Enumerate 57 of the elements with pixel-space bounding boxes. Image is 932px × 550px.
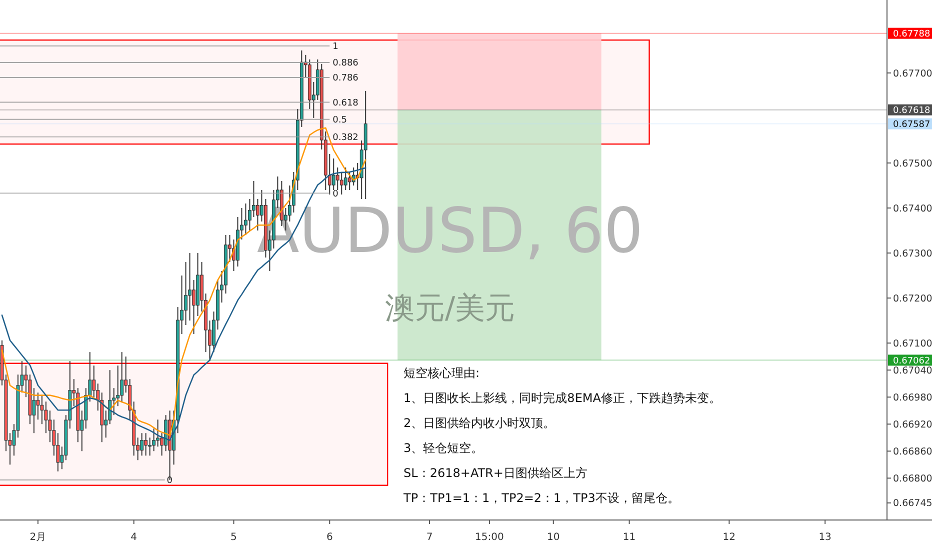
annotation: 3、轻仓短空。 <box>404 441 484 455</box>
annotation: 1、日图收长上影线，同时完成8EMA修正，下跌趋势未变。 <box>404 391 721 405</box>
y-tick-label: 0.66800 <box>893 473 932 484</box>
candlestick <box>344 166 348 190</box>
candlestick <box>336 166 340 190</box>
annotation: 0.618 <box>332 98 359 108</box>
candlestick <box>156 419 160 448</box>
y-tick-label: 0.67100 <box>893 338 932 350</box>
x-tick-label: 13 <box>818 532 832 543</box>
ref-line-label: 0.67618 <box>893 106 930 116</box>
annotation: 短空核心理由: <box>404 366 480 380</box>
candlestick <box>188 252 192 322</box>
annotation: SL：2618+ATR+日图供给区上方 <box>404 466 588 480</box>
x-tick-label: 7 <box>426 532 433 543</box>
x-tick-label: 6 <box>326 532 333 543</box>
y-tick-label: 0.66980 <box>893 392 932 404</box>
x-tick-label: 12 <box>722 532 736 543</box>
y-tick-label: 0.67040 <box>893 365 932 376</box>
text: 澳元/美元 <box>384 291 516 326</box>
ref-line-label: 0.67788 <box>893 29 930 40</box>
x-tick-label: 4 <box>130 532 138 543</box>
candlestick <box>148 437 152 456</box>
candlestick <box>348 171 352 190</box>
annotation: TP：TP1=1：1，TP2=2：1，TP3不设，留尾仓。 <box>402 491 680 505</box>
candlestick <box>120 352 124 402</box>
annotation: 0.786 <box>332 74 359 84</box>
annotation: 0.382 <box>332 133 358 144</box>
y-tick-label: 0.66860 <box>893 446 932 458</box>
x-tick-label: 15:00 <box>475 532 504 543</box>
annotation: 1 <box>332 42 338 52</box>
annotation: 0.5 <box>332 115 347 126</box>
x-tick-label: 11 <box>622 532 636 543</box>
y-tick-label: 0.66920 <box>893 419 932 430</box>
y-tick-label: 0.67400 <box>893 203 932 214</box>
candlestick <box>40 394 44 425</box>
y-tick-label: 0.67500 <box>893 158 932 170</box>
candlestick <box>244 203 248 236</box>
y-tick-label: 0.67700 <box>893 68 932 80</box>
candlestick <box>144 432 148 456</box>
annotation: 0 <box>166 476 173 486</box>
y-tick-label: 0.66745 <box>893 498 932 510</box>
annotation: 0.886 <box>332 58 359 69</box>
x-tick-label: 10 <box>547 532 560 543</box>
ref-line-label: 0.67587 <box>893 120 930 130</box>
y-tick-label: 0.67200 <box>893 293 932 304</box>
candlestick <box>332 158 336 190</box>
candlestick <box>36 392 40 420</box>
candlestick <box>92 365 96 398</box>
candlestick <box>252 180 256 218</box>
x-tick-label: 5 <box>230 532 237 543</box>
candlestick <box>140 432 144 456</box>
ref-line-label: 0.67062 <box>893 356 930 366</box>
candlestick <box>152 428 156 452</box>
x-tick-label: 2月 <box>30 532 46 543</box>
annotation: 2、日图供给内收小时双顶。 <box>404 416 556 430</box>
y-tick-label: 0.67300 <box>893 248 932 260</box>
candlestick <box>340 171 344 195</box>
